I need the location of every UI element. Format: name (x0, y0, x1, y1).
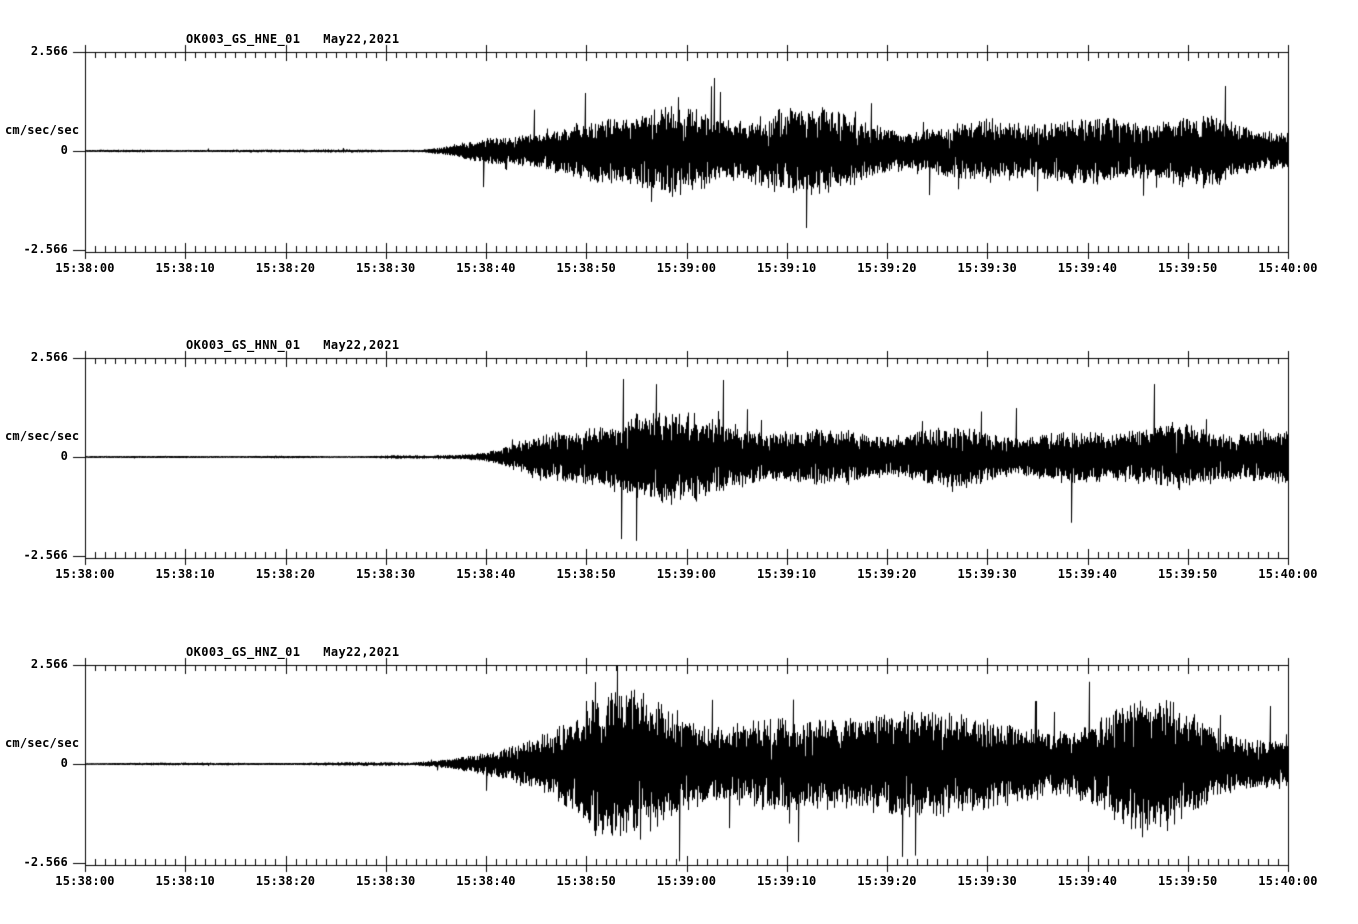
x-tick-label: 15:38:50 (556, 874, 616, 888)
x-tick-label: 15:38:10 (155, 874, 215, 888)
x-tick-label: 15:39:10 (757, 874, 817, 888)
panel-title-hnz: OK003_GS_HNZ_01 May22,2021 (186, 645, 400, 659)
y-tick-label: 2.566 (30, 657, 68, 671)
x-tick-label: 15:38:20 (255, 874, 316, 888)
x-tick-label: 15:39:30 (957, 874, 1017, 888)
x-tick-label: 15:38:00 (55, 874, 115, 888)
x-tick-label: 15:40:00 (1258, 874, 1318, 888)
x-tick-label: 15:38:30 (356, 874, 416, 888)
x-tick-label: 15:38:40 (456, 874, 516, 888)
x-tick-label: 15:39:00 (656, 874, 717, 888)
x-tick-label: 15:39:50 (1158, 874, 1218, 888)
y-axis-unit-label-hnz: cm/sec/sec (5, 736, 80, 750)
y-tick-label: 0 (60, 756, 68, 770)
x-tick-label: 15:39:40 (1057, 874, 1118, 888)
x-tick-label: 15:39:20 (857, 874, 917, 888)
y-tick-label: -2.566 (23, 855, 68, 869)
